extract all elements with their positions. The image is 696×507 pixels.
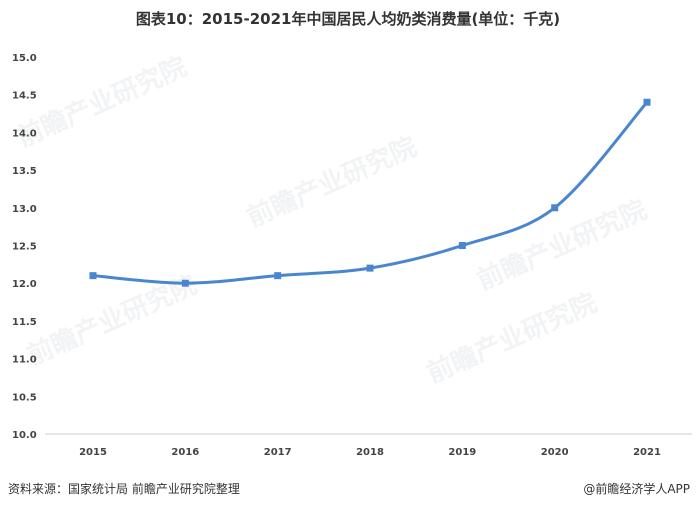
y-tick-label: 12.0 <box>12 279 37 290</box>
data-point <box>274 272 282 280</box>
line-chart: 10.0 10.5 11.0 11.5 12.0 12.5 13.0 13.5 14.0 14.5… <box>12 53 692 458</box>
y-axis: 10.0 10.5 11.0 11.5 12.0 12.5 13.0 13.5 14.0 14.5… <box>12 53 37 441</box>
x-tick-label: 2021 <box>633 447 661 458</box>
brand-credit: @前瞻经济学人APP <box>583 482 690 496</box>
y-tick-label: 11.5 <box>12 317 37 328</box>
source-note: 资料来源：国家统计局 前瞻产业研究院整理 <box>8 482 240 496</box>
data-point <box>551 204 559 212</box>
data-point <box>458 242 466 249</box>
y-tick-label: 14.0 <box>12 128 37 139</box>
y-tick-label: 14.5 <box>12 91 37 102</box>
x-tick-label: 2017 <box>264 447 292 458</box>
series-markers <box>89 98 651 287</box>
series-line <box>91 100 649 285</box>
x-tick-label: 2015 <box>79 447 107 458</box>
y-tick-label: 10.5 <box>12 392 37 403</box>
x-tick-label: 2016 <box>171 447 199 458</box>
x-tick-label: 2018 <box>356 447 384 458</box>
data-point <box>89 272 97 280</box>
x-axis: 2015 2016 2017 2018 2019 2020 2021 <box>79 447 661 458</box>
y-tick-label: 10.0 <box>12 430 37 441</box>
y-tick-label: 13.5 <box>12 166 37 177</box>
y-tick-label: 11.0 <box>12 355 37 366</box>
x-tick-label: 2019 <box>448 447 476 458</box>
data-point <box>181 279 189 287</box>
y-tick-label: 15.0 <box>12 53 37 64</box>
x-tick-label: 2020 <box>541 447 569 458</box>
data-point <box>643 98 651 106</box>
y-tick-label: 13.0 <box>12 204 37 215</box>
y-tick-label: 12.5 <box>12 242 37 253</box>
data-point <box>366 264 374 272</box>
chart-title: 图表10：2015-2021年中国居民人均奶类消费量(单位：千克) <box>135 10 561 28</box>
footer: 资料来源：国家统计局 前瞻产业研究院整理 @前瞻经济学人APP <box>0 478 696 500</box>
